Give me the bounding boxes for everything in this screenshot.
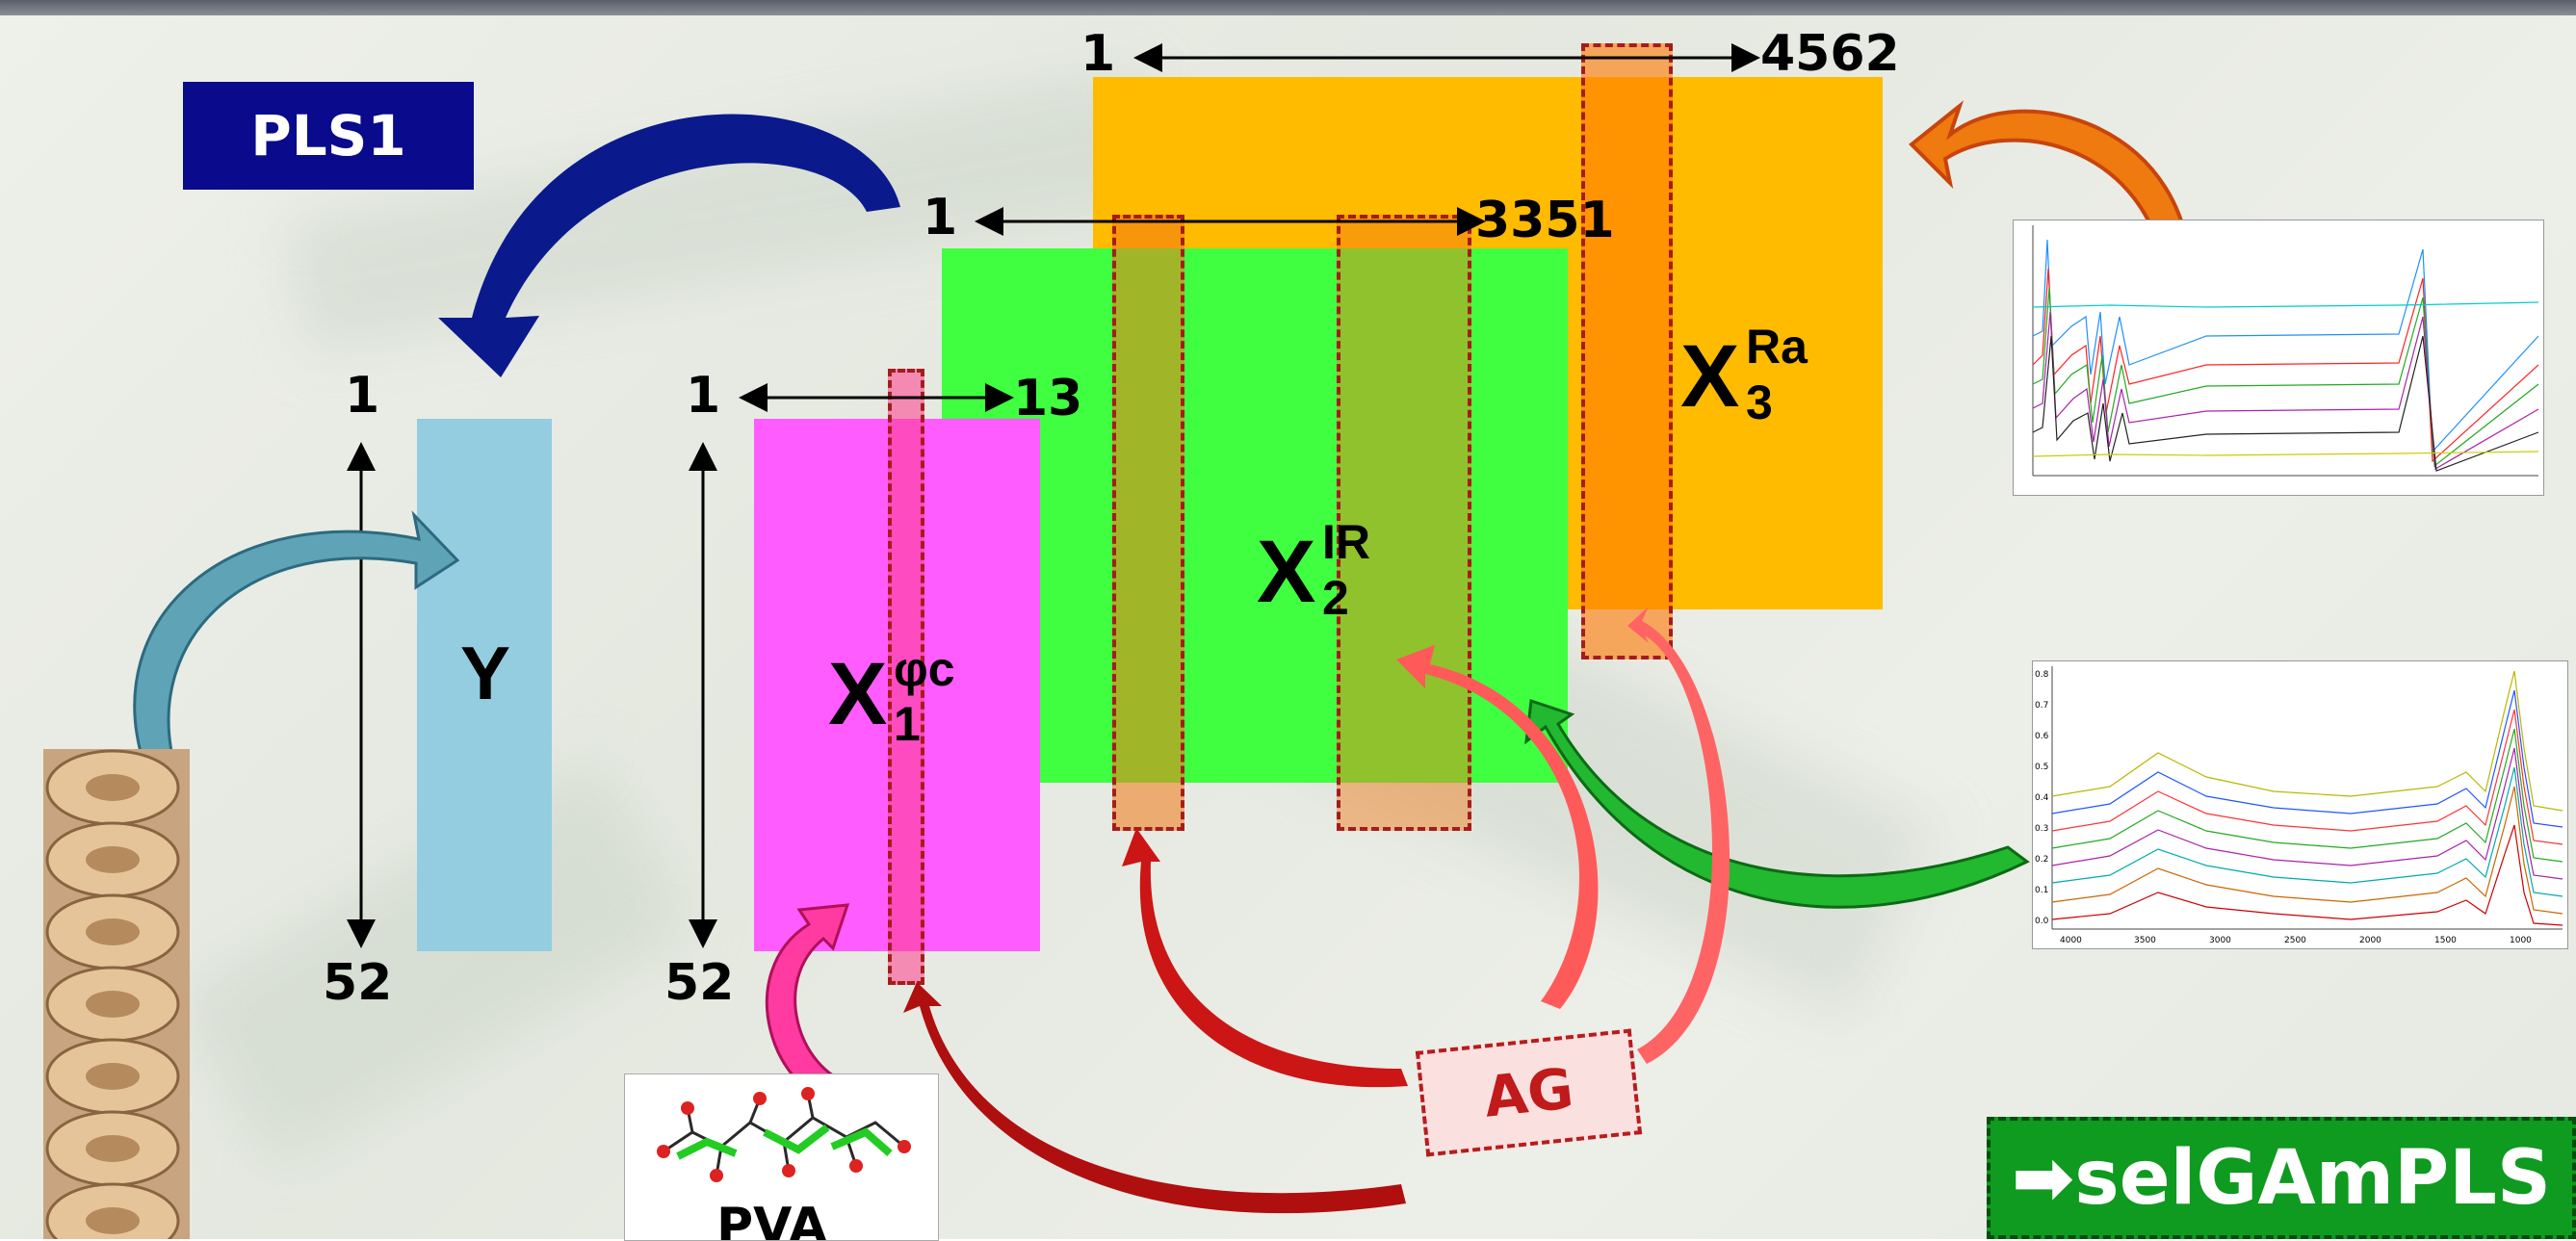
- selected-window-fill: [888, 369, 924, 985]
- ir-y-tick: 0.4: [2035, 793, 2049, 803]
- x3-col-end: 4562: [1760, 25, 1900, 83]
- ir-y-tick: 0.1: [2035, 886, 2048, 895]
- pls1-to-y-arrow: [438, 114, 900, 377]
- ir-to-x2-arrow: [1524, 698, 2030, 909]
- bread-icon: [43, 749, 190, 1239]
- selected-window-fill: [1581, 43, 1673, 659]
- x1-row-end: 52: [664, 954, 735, 1012]
- raman-spectra-icon: [2032, 225, 2539, 477]
- top-bar: [0, 0, 2576, 15]
- x1-col-end: 13: [1013, 370, 1083, 427]
- ir-y-tick: 0.6: [2035, 732, 2049, 741]
- ir-y-tick: 0.7: [2035, 701, 2048, 711]
- selected-variable-window: [888, 369, 924, 985]
- ir-y-tick: 0.0: [2035, 917, 2049, 926]
- x2-col-end: 3351: [1475, 192, 1615, 249]
- bread-samples-photo: [43, 749, 190, 1239]
- x2-label: X IR 2: [1257, 515, 1370, 625]
- pva-to-x1-arrow: [765, 903, 851, 1109]
- samples-to-y-arrow: [133, 510, 460, 767]
- x3-label: X Ra 3: [1680, 320, 1808, 429]
- y-row-start: 1: [345, 367, 380, 425]
- selected-window-fill: [1337, 215, 1471, 831]
- pva-molecule-image: PVA: [624, 1073, 939, 1241]
- ag-algorithm-box: AG: [1415, 1028, 1643, 1157]
- ir-spectra-icon: 4000 3500 3000 2500 2000 1500 1000 0.8 0…: [2035, 666, 2563, 945]
- ir-x-tick: 3500: [2134, 936, 2156, 945]
- ir-y-tick: 0.5: [2035, 763, 2048, 772]
- ag-to-x2b-arrow: [1396, 645, 1599, 1009]
- ir-y-tick: 0.8: [2035, 670, 2049, 680]
- raman-to-x3-arrow: [1909, 100, 2194, 292]
- y-row-end: 52: [323, 954, 393, 1012]
- molecule-icon: [657, 1087, 911, 1182]
- y-response-block: [417, 419, 552, 951]
- ir-y-tick: 0.2: [2035, 855, 2048, 865]
- ir-x-tick: 2500: [2284, 936, 2306, 945]
- x3-col-start: 1: [1080, 25, 1116, 83]
- ag-to-x1-arrow: [903, 982, 1406, 1214]
- ir-spectra-plot: 4000 3500 3000 2500 2000 1500 1000 0.8 0…: [2032, 660, 2568, 949]
- ir-x-tick: 3000: [2209, 936, 2231, 945]
- selected-window-fill: [1112, 215, 1184, 831]
- x1-col-start: 1: [686, 367, 721, 425]
- selgampls-result-box: ➡selGAmPLS: [1987, 1117, 2576, 1239]
- y-label: Y: [460, 631, 511, 715]
- x2-ir-block: [942, 248, 1568, 783]
- ir-x-tick: 1000: [2510, 936, 2532, 945]
- ir-x-tick: 4000: [2060, 936, 2082, 945]
- ir-y-tick: 0.3: [2035, 824, 2048, 834]
- pva-label: PVA: [716, 1198, 828, 1241]
- ag-to-x3-arrow: [1627, 607, 1730, 1064]
- ir-x-tick: 2000: [2359, 936, 2381, 945]
- ag-to-x2a-arrow: [1122, 828, 1408, 1088]
- x2-col-start: 1: [923, 189, 958, 246]
- pls1-label: PLS1: [183, 82, 474, 190]
- ir-x-tick: 1500: [2434, 936, 2457, 945]
- raman-spectra-plot: [2013, 220, 2544, 496]
- x1-label: X φc 1: [828, 642, 955, 751]
